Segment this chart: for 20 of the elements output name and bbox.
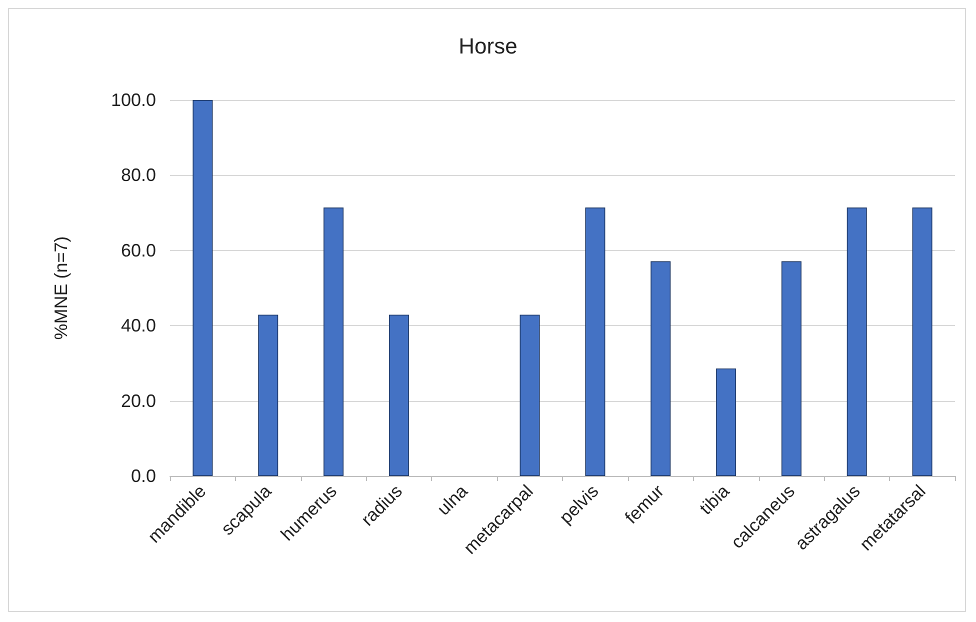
bar [650, 261, 671, 476]
bar [324, 208, 344, 476]
bar [585, 208, 606, 476]
bar [846, 208, 867, 476]
y-tick-label: 40.0 [120, 316, 156, 336]
x-tick-label: tibia [696, 480, 734, 518]
y-tick-label: 60.0 [120, 240, 156, 260]
bar [781, 261, 802, 476]
bar [258, 314, 278, 476]
y-tick-label: 20.0 [120, 390, 156, 411]
bar [388, 314, 409, 476]
y-tick-label: 0.0 [130, 466, 156, 486]
y-tick-label: 80.0 [120, 165, 156, 186]
chart-title: Horse [458, 34, 518, 58]
y-tick-label: 100.0 [110, 90, 156, 110]
y-axis-title: %MNE (n=7) [51, 236, 71, 340]
bar [912, 208, 932, 476]
bar [716, 368, 736, 476]
bar [520, 314, 540, 476]
bar [192, 100, 213, 476]
